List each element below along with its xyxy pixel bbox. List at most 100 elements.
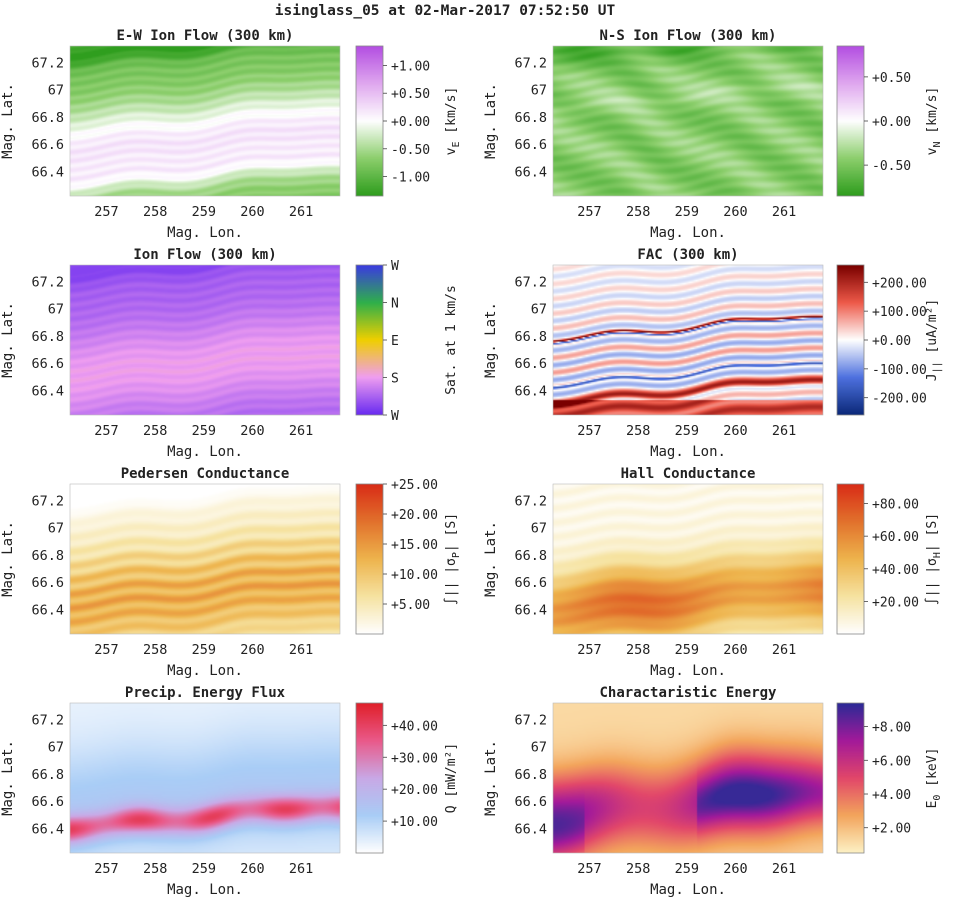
- plot-frame: [552, 45, 824, 197]
- y-tick-label: 67: [531, 740, 547, 756]
- panel-title: N-S Ion Flow (300 km): [599, 28, 776, 44]
- y-tick-label: 66.6: [514, 794, 547, 810]
- colorbar-tick-label: +1.00: [391, 59, 430, 74]
- heatmap-image: [70, 484, 340, 634]
- plot-frame: [552, 264, 824, 416]
- x-tick-label: 259: [192, 423, 216, 439]
- colorbar-tick-label: S: [391, 372, 399, 387]
- colorbar-label-main: ∫|| |σ: [443, 558, 459, 605]
- y-tick-label: 66.8: [31, 767, 64, 783]
- y-tick-label: 66.4: [514, 164, 547, 180]
- y-tick-label: 66.8: [514, 548, 547, 564]
- colorbar-label-unit: [km/s]: [925, 87, 940, 142]
- y-tick-label: 66.6: [514, 575, 547, 591]
- x-tick-label: 259: [675, 642, 699, 658]
- x-tick-label: 257: [94, 204, 118, 220]
- colorbar-label-sub: N: [932, 141, 943, 147]
- y-tick-label: 66.4: [31, 164, 64, 180]
- heatmap-image: [70, 265, 340, 415]
- x-tick-label: 258: [626, 423, 650, 439]
- x-tick-label: 259: [675, 423, 699, 439]
- heatmap-image: [553, 703, 823, 853]
- panel-energy_flux: Precip. Energy Flux 257 258 259 260 261 67.2 67…: [0, 685, 459, 898]
- x-tick-label: 258: [626, 642, 650, 658]
- colorbar: [356, 703, 383, 853]
- plot-frame: [69, 264, 341, 416]
- x-tick-label: 258: [626, 861, 650, 877]
- y-tick-label: 66.8: [514, 110, 547, 126]
- colorbar-tick-label: +5.00: [391, 598, 430, 613]
- y-axis-label: Mag. Lat.: [483, 521, 499, 597]
- colorbar-label-main: Q: [444, 805, 459, 813]
- y-tick-label: 66.4: [31, 602, 64, 618]
- colorbar-label-main: v: [444, 147, 459, 155]
- colorbar-tick-label: +80.00: [872, 498, 919, 513]
- colorbar-label-main: ∫|| |σ: [924, 558, 940, 605]
- y-tick-label: 66.8: [514, 329, 547, 345]
- y-axis-label: Mag. Lat.: [0, 83, 16, 159]
- panel-flow_dir: Ion Flow (300 km) 257 258 259 260 261 67.2 67 66…: [0, 247, 459, 460]
- colorbar-tick-label: +25.00: [391, 478, 438, 493]
- x-axis-label: Mag. Lon.: [650, 663, 726, 679]
- x-tick-label: 259: [675, 861, 699, 877]
- y-tick-label: 66.6: [31, 137, 64, 153]
- colorbar-label: E0 [keV]: [925, 748, 943, 809]
- colorbar-tick-label: W: [391, 259, 399, 274]
- y-axis-label: Mag. Lat.: [483, 740, 499, 816]
- y-tick-label: 67.2: [31, 712, 64, 728]
- colorbar-tick-label: +4.00: [872, 788, 911, 803]
- colorbar-label-sub: H: [932, 552, 943, 558]
- x-tick-label: 257: [577, 861, 601, 877]
- colorbar: [356, 484, 383, 634]
- y-tick-label: 66.4: [31, 821, 64, 837]
- heatmap-image: [553, 265, 823, 415]
- y-tick-label: 67: [48, 83, 64, 99]
- panel-pedersen: Pedersen Conductance 257 258 259 260 261 67.2 6…: [0, 466, 462, 679]
- colorbar-label: Q [mW/m²]: [444, 743, 459, 813]
- colorbar-label-unit: [km/s]: [444, 87, 459, 142]
- x-tick-label: 259: [192, 642, 216, 658]
- x-tick-label: 261: [289, 642, 313, 658]
- colorbar-tick-label: +0.00: [391, 115, 430, 130]
- y-tick-label: 67.2: [31, 55, 64, 71]
- y-tick-label: 66.8: [31, 110, 64, 126]
- x-tick-label: 258: [626, 204, 650, 220]
- heatmap-image: [553, 484, 823, 634]
- heatmap-image: [70, 46, 340, 196]
- colorbar-label-unit: [mW/m²]: [444, 743, 459, 806]
- panel-title: Hall Conductance: [621, 466, 756, 482]
- colorbar-tick-label: E: [391, 334, 399, 349]
- colorbar-frame: [836, 702, 865, 854]
- x-tick-label: 260: [240, 861, 264, 877]
- colorbar-tick-label: -1.00: [391, 171, 430, 186]
- colorbar-tick-label: +20.00: [391, 783, 438, 798]
- colorbar-tick-label: +0.50: [391, 87, 430, 102]
- y-tick-label: 66.4: [31, 383, 64, 399]
- y-tick-label: 66.4: [514, 383, 547, 399]
- x-tick-label: 260: [723, 642, 747, 658]
- panel-ew_flow: E-W Ion Flow (300 km) 257 258 259 260 261 67.2…: [0, 28, 462, 241]
- colorbar-tick-label: +200.00: [872, 276, 927, 291]
- y-tick-label: 66.8: [31, 548, 64, 564]
- x-tick-label: 261: [289, 204, 313, 220]
- y-tick-label: 66.4: [514, 602, 547, 618]
- colorbar-tick-label: +0.00: [872, 334, 911, 349]
- colorbar-tick-label: +8.00: [872, 721, 911, 736]
- x-tick-label: 260: [240, 642, 264, 658]
- y-axis-label: Mag. Lat.: [483, 302, 499, 378]
- y-tick-label: 67: [531, 83, 547, 99]
- colorbar-tick-label: +10.00: [391, 568, 438, 583]
- y-tick-label: 67: [48, 740, 64, 756]
- y-tick-label: 66.6: [31, 794, 64, 810]
- y-tick-label: 67.2: [514, 55, 547, 71]
- x-tick-label: 258: [143, 423, 167, 439]
- x-tick-label: 261: [772, 423, 796, 439]
- y-axis-label: Mag. Lat.: [0, 302, 16, 378]
- x-axis-label: Mag. Lon.: [650, 444, 726, 460]
- y-tick-label: 67: [531, 302, 547, 318]
- colorbar-label-unit: [uA/m²]: [925, 299, 940, 362]
- colorbar-tick-label: W: [391, 409, 399, 424]
- colorbar-label-unit: [keV]: [925, 748, 940, 795]
- plot-frame: [552, 483, 824, 635]
- colorbar-tick-label: -100.00: [872, 363, 927, 378]
